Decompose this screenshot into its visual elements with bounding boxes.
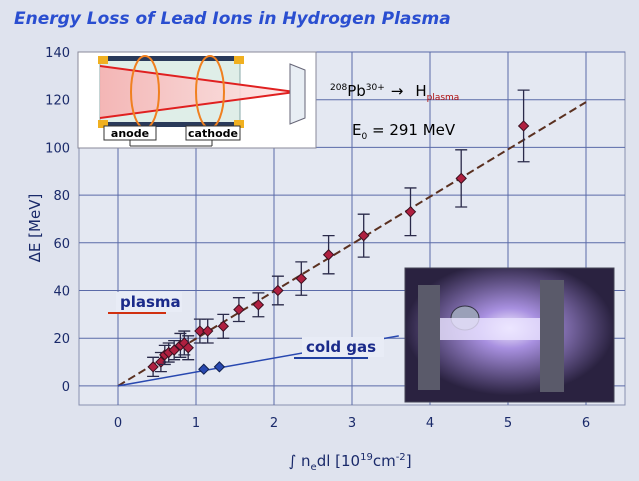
x-axis-label: ∫ nedl [1019cm-2] xyxy=(288,452,411,473)
data-point xyxy=(357,229,370,242)
data-point xyxy=(182,342,194,354)
x-label-part: 19 xyxy=(360,452,373,463)
data-point xyxy=(295,272,308,285)
series-label: cold gas xyxy=(306,338,376,356)
energy-value: = 291 MeV xyxy=(367,121,456,139)
x-tick-label: 0 xyxy=(114,416,122,431)
y-tick-label: 40 xyxy=(53,285,70,300)
diagram-inset xyxy=(77,51,317,149)
data-point xyxy=(217,320,230,332)
ion: Pb xyxy=(347,82,366,100)
data-point xyxy=(194,325,206,337)
x-tick-label: 6 xyxy=(582,416,590,431)
x-tick-label: 5 xyxy=(504,416,512,431)
y-axis-label: ΔE [MeV] xyxy=(26,194,44,263)
x-tick-label: 2 xyxy=(270,416,278,431)
energy-symbol: E xyxy=(352,121,361,139)
photo-inset xyxy=(404,267,615,403)
data-point xyxy=(272,284,284,297)
y-tick-label: 60 xyxy=(53,237,70,252)
target-sub: plasma xyxy=(427,93,460,103)
data-point xyxy=(147,361,159,373)
anode-label: anode xyxy=(111,127,149,140)
cathode-label: cathode xyxy=(188,127,238,140)
y-tick-label: 0 xyxy=(62,380,70,395)
data-point xyxy=(322,249,335,261)
x-label-part: e xyxy=(311,462,317,473)
energy: E0 = 291 MeV xyxy=(352,121,456,142)
x-tick-label: 1 xyxy=(192,416,200,431)
charge: 30+ xyxy=(366,83,385,93)
x-label-part: ] xyxy=(406,452,412,470)
mass: 208 xyxy=(330,83,347,93)
data-point xyxy=(233,303,245,316)
reaction: 208Pb30+ → Hplasma xyxy=(330,82,459,103)
y-tick-label: 20 xyxy=(53,332,70,347)
series-label: plasma xyxy=(120,293,181,311)
y-tick-label: 120 xyxy=(45,94,70,109)
data-point xyxy=(213,361,226,373)
x-tick-label: 3 xyxy=(348,416,356,431)
x-tick-label: 4 xyxy=(426,416,434,431)
data-point xyxy=(455,172,467,185)
data-point xyxy=(252,299,265,311)
x-label-part: ∫ n xyxy=(288,452,310,470)
x-label-part: -2 xyxy=(396,452,406,463)
energy-sub: 0 xyxy=(361,132,367,142)
fit-line xyxy=(117,101,587,387)
data-point xyxy=(168,344,180,356)
series-label-bg xyxy=(116,292,182,312)
x-label-part: dl [10 xyxy=(317,452,360,470)
chart-title: Energy Loss of Lead Ions in Hydrogen Pla… xyxy=(14,9,451,29)
x-label-part: cm xyxy=(373,452,396,470)
data-point xyxy=(404,206,417,218)
data-point xyxy=(201,325,214,337)
series-label-bg xyxy=(302,337,384,357)
data-point xyxy=(517,120,530,132)
data-point xyxy=(198,363,210,375)
target: H xyxy=(415,82,426,100)
plot-area: plasma cold gas xyxy=(108,89,587,387)
arrow: → xyxy=(391,82,404,100)
y-tick-label: 80 xyxy=(53,189,70,204)
y-tick-label: 140 xyxy=(45,46,70,61)
y-tick-label: 100 xyxy=(45,141,70,156)
